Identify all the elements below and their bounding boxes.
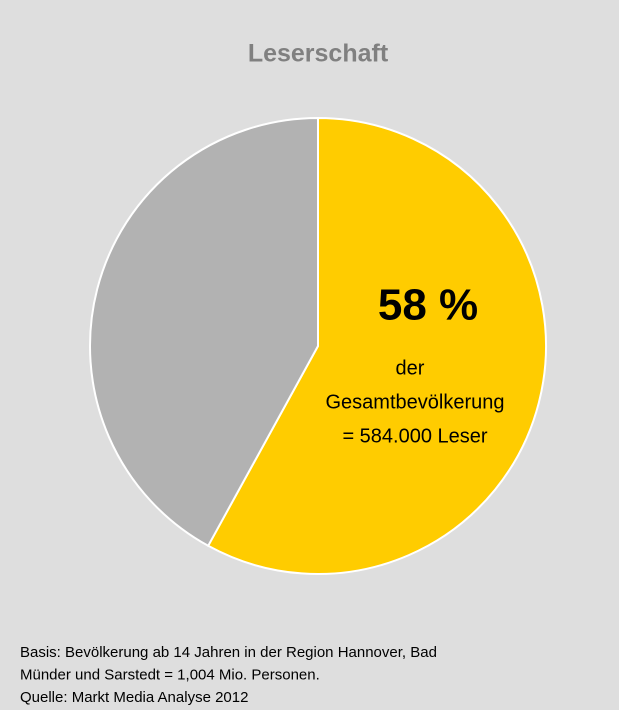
chart-title: Leserschaft bbox=[248, 40, 389, 68]
footnote: Münder und Sarstedt = 1,004 Mio. Persone… bbox=[20, 666, 320, 683]
pie-slice bbox=[206, 116, 547, 575]
footnote: Quelle: Markt Media Analyse 2012 bbox=[20, 689, 248, 706]
footnote: Basis: Bevölkerung ab 14 Jahren in der R… bbox=[20, 644, 437, 661]
annotation: der bbox=[396, 357, 425, 379]
value-label: 58 % bbox=[378, 281, 478, 330]
annotation: = 584.000 Leser bbox=[342, 425, 487, 447]
annotation: Gesamtbevölkerung bbox=[326, 391, 505, 413]
pie-slice bbox=[89, 116, 319, 548]
